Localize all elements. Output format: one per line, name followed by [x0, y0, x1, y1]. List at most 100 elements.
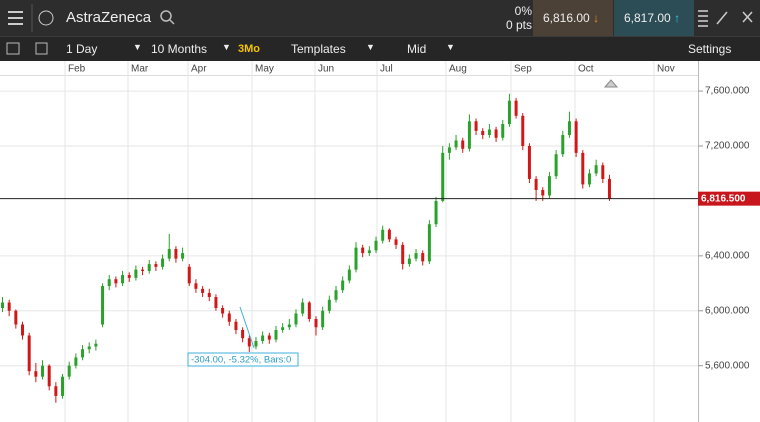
candle-body	[401, 244, 405, 265]
candle-body	[101, 286, 105, 325]
candle-body	[87, 346, 91, 350]
candle-body	[294, 313, 298, 325]
quick-period[interactable]: 3Mo	[238, 43, 260, 55]
candle-body	[527, 145, 531, 179]
candle-body	[281, 327, 285, 330]
candle-body	[174, 248, 178, 259]
candle-body	[307, 302, 311, 320]
toolbar-icons[interactable]	[0, 37, 60, 61]
candle-body	[521, 115, 525, 146]
candle-body	[154, 264, 158, 267]
candle-body	[27, 335, 31, 372]
price-mode[interactable]: Mid	[407, 42, 427, 56]
candle-body	[61, 376, 65, 396]
candle-body	[394, 239, 398, 245]
candle-body	[361, 247, 365, 254]
candle-body	[74, 357, 78, 366]
buy-price[interactable]: 6,817.00	[624, 11, 671, 25]
candle-body	[441, 152, 445, 201]
candle-body	[234, 321, 238, 330]
candle-body	[581, 152, 585, 185]
candle-body	[507, 100, 511, 125]
candle-body	[454, 140, 458, 148]
candle-body	[414, 253, 418, 259]
measure-box	[187, 352, 299, 367]
candle-body	[381, 229, 385, 241]
candle-body	[241, 329, 245, 339]
candle-body	[574, 121, 578, 153]
candle-body	[134, 269, 138, 278]
candle-body	[47, 365, 51, 387]
y-tick-label: 6,000.000	[705, 305, 750, 316]
scroll-marker	[603, 79, 619, 88]
candle-body	[141, 269, 145, 271]
dropdown[interactable]: ▼	[446, 42, 455, 52]
interval[interactable]: 1 Day	[66, 42, 98, 56]
up-arrow: ↑	[674, 11, 681, 25]
change: 0% 0 pts	[494, 4, 532, 32]
candle-body	[427, 224, 431, 262]
sell-button[interactable]: 6,816.00 ↓	[533, 0, 613, 36]
candle-body	[194, 283, 198, 289]
candle-body	[481, 130, 485, 136]
candle-body	[274, 329, 278, 340]
down-arrow: ↓	[593, 11, 600, 25]
dropdown[interactable]: ▼	[222, 42, 231, 52]
candle-body	[541, 189, 545, 196]
candle-body	[287, 324, 291, 328]
candle-body	[261, 335, 265, 341]
candle-body	[347, 269, 351, 281]
y-tick-label: 7,200.000	[705, 141, 750, 152]
candle-body	[474, 121, 478, 131]
window-icons[interactable]	[695, 0, 760, 36]
candle-body	[254, 340, 258, 347]
candle-body	[167, 248, 171, 259]
candle-body	[214, 297, 218, 309]
candle-body	[561, 135, 565, 155]
month-label: Apr	[191, 64, 207, 75]
candle-body	[461, 140, 465, 149]
change-points: 0 pts	[505, 18, 532, 32]
candle-body	[114, 279, 118, 284]
candle-body	[81, 349, 85, 358]
change-percent: 0%	[514, 4, 532, 18]
candle-body	[207, 292, 211, 298]
settings[interactable]: Settings	[688, 42, 732, 56]
period[interactable]: 10 Months	[151, 42, 208, 56]
candle-body	[374, 240, 378, 251]
y-tick-label: 5,600.000	[705, 360, 750, 371]
month-label: Oct	[578, 64, 594, 75]
candle-body	[407, 258, 411, 265]
sell-price[interactable]: 6,816.00	[543, 11, 590, 25]
instrument-name[interactable]: AstraZeneca	[66, 9, 152, 26]
candle-body	[501, 124, 505, 138]
candle-body	[494, 129, 498, 138]
candle-body	[127, 275, 131, 278]
candle-body	[327, 299, 331, 311]
search-icon[interactable]	[158, 0, 178, 36]
candle-body	[434, 200, 438, 225]
templates[interactable]: Templates	[291, 42, 346, 56]
dropdown[interactable]: ▼	[133, 42, 142, 52]
candle-body	[387, 229, 391, 240]
candle-body	[54, 386, 58, 396]
candle-body	[341, 280, 345, 291]
candle-body	[227, 313, 231, 322]
candle-body	[314, 319, 318, 328]
candle-body	[147, 264, 151, 271]
buy-button[interactable]: 6,817.00 ↑	[614, 0, 694, 36]
candle-body	[1, 302, 4, 309]
candle-body	[221, 308, 225, 314]
candle-body	[487, 129, 491, 136]
measure-label: -304.00, -5.32%, Bars:0	[191, 355, 291, 366]
candle-body	[467, 121, 471, 149]
last-price-box	[698, 191, 760, 206]
candle-body	[41, 365, 45, 377]
chart-background	[0, 61, 760, 422]
month-label: Jun	[318, 64, 334, 75]
candle-body	[594, 165, 598, 174]
candle-body	[534, 178, 538, 190]
dropdown[interactable]: ▼	[366, 42, 375, 52]
